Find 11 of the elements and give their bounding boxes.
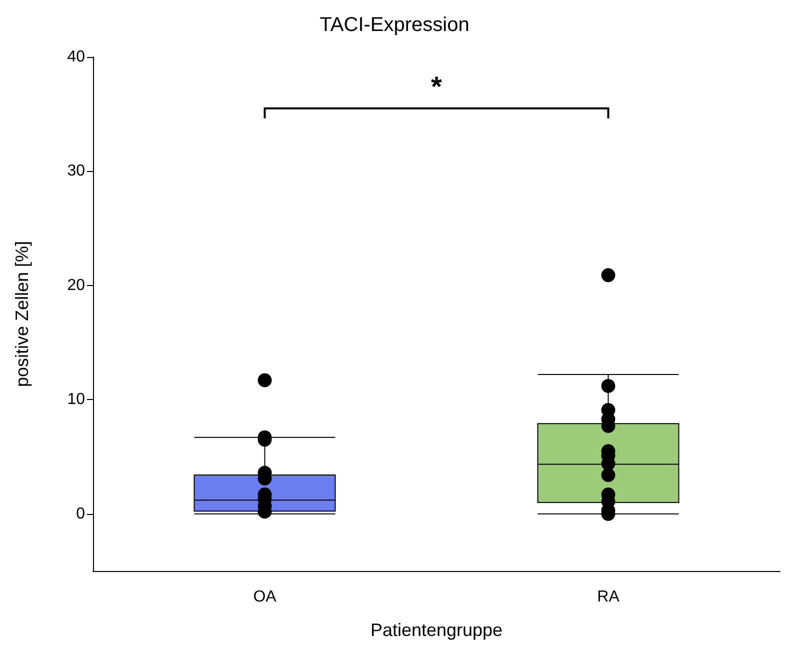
x-axis-title: Patientengruppe <box>370 620 503 640</box>
annotation: * <box>431 70 442 102</box>
x-tick-label: RA <box>597 588 620 606</box>
y-tick-label: 30 <box>67 162 86 180</box>
y-axis-title: positive Zellen [%] <box>12 240 32 388</box>
y-tick-label: 0 <box>76 505 86 522</box>
chart-title: TACI-Expression <box>320 14 470 36</box>
y-tick-label: 40 <box>67 48 86 66</box>
y-tick-label: 20 <box>67 276 86 294</box>
y-tick-label: 10 <box>67 391 86 408</box>
x-tick-label: OA <box>253 588 277 606</box>
